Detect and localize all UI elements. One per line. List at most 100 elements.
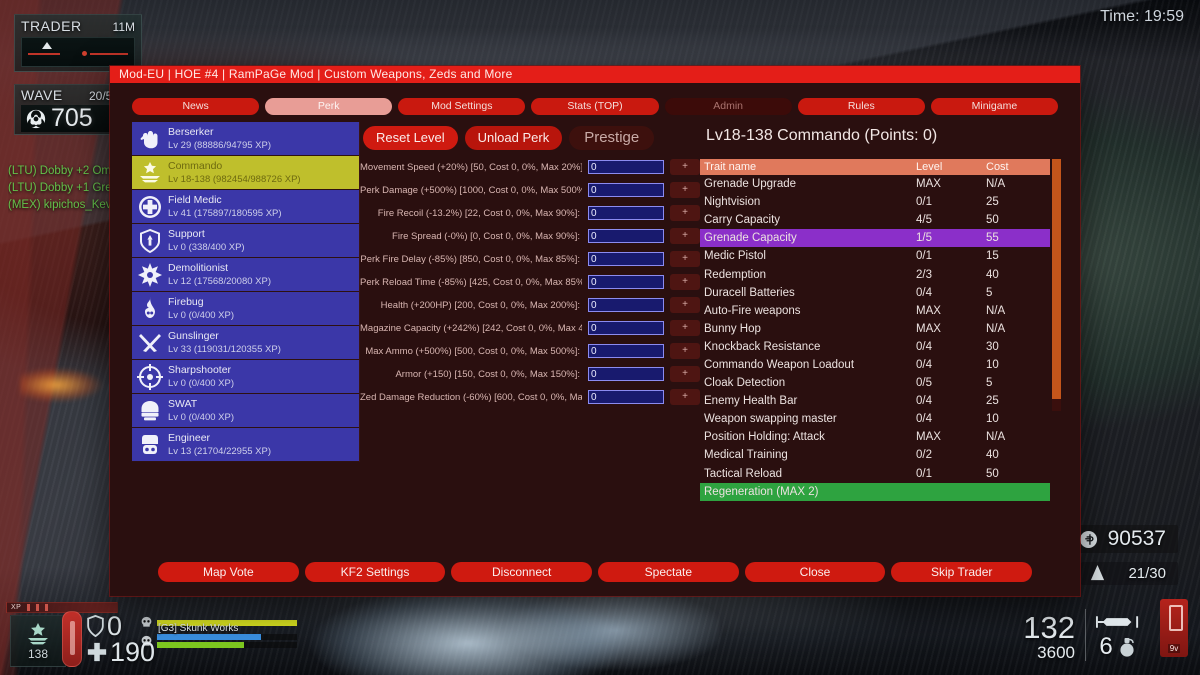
chevron-star-icon bbox=[140, 161, 160, 182]
table-row[interactable]: Auto-Fire weapons MAX N/A bbox=[700, 302, 1050, 320]
stat-input[interactable] bbox=[588, 183, 664, 197]
table-row[interactable]: Medic Pistol 0/1 15 bbox=[700, 247, 1050, 265]
stat-increment-button[interactable]: + bbox=[670, 228, 700, 244]
stat-input[interactable] bbox=[588, 229, 664, 243]
table-row[interactable]: Weapon swapping master 0/4 10 bbox=[700, 410, 1050, 428]
table-row-status[interactable]: Regeneration (MAX 2) bbox=[700, 482, 1050, 501]
perk-row-support[interactable]: Support Lv 0 (338/400 XP) bbox=[132, 224, 359, 258]
trait-name: Auto-Fire weapons bbox=[704, 304, 801, 317]
tab-perk[interactable]: Perk bbox=[265, 98, 393, 115]
stat-label: Armor (+150) [150, Cost 0, 0%, Max 150%]… bbox=[395, 368, 580, 380]
disconnect-button[interactable]: Disconnect bbox=[451, 562, 593, 582]
welder-icon bbox=[142, 434, 158, 454]
table-row[interactable]: Redemption 2/3 40 bbox=[700, 265, 1050, 283]
perk-name: Engineer bbox=[168, 431, 211, 444]
perk-row-gunslinger[interactable]: Gunslinger Lv 33 (119031/120355 XP) bbox=[132, 326, 359, 360]
stat-increment-button[interactable]: + bbox=[670, 182, 700, 198]
perk-list[interactable]: Berserker Lv 29 (88886/94795 XP) Command… bbox=[132, 122, 360, 462]
table-row[interactable]: Grenade Upgrade MAX N/A bbox=[700, 175, 1050, 193]
stat-input[interactable] bbox=[588, 321, 664, 335]
compass-arrow-icon bbox=[42, 42, 52, 49]
stat-increment-button[interactable]: + bbox=[670, 366, 700, 382]
perk-row-commando[interactable]: Commando Lv 18-138 (982454/988726 XP) bbox=[132, 156, 359, 190]
dialog-title: Mod-EU | HOE #4 | RamPaGe Mod | Custom W… bbox=[110, 66, 1080, 83]
tab-minigame[interactable]: Minigame bbox=[930, 98, 1058, 115]
prestige-button[interactable]: Prestige bbox=[569, 126, 655, 150]
crosshair-icon bbox=[137, 363, 163, 390]
perk-row-firebug[interactable]: Firebug Lv 0 (0/400 XP) bbox=[132, 292, 359, 326]
close-button[interactable]: Close bbox=[744, 562, 886, 582]
kf2-settings-button[interactable]: KF2 Settings bbox=[304, 562, 446, 582]
stat-input[interactable] bbox=[588, 390, 664, 404]
stat-input[interactable] bbox=[588, 160, 664, 174]
reset-level-button[interactable]: Reset Level bbox=[363, 126, 458, 150]
trait-scrollbar-thumb[interactable] bbox=[1052, 159, 1061, 399]
trait-cost: 50 bbox=[986, 214, 999, 227]
tab-news[interactable]: News bbox=[132, 98, 260, 115]
table-row[interactable]: Bunny Hop MAX N/A bbox=[700, 320, 1050, 338]
trait-cost: 40 bbox=[986, 268, 999, 281]
stat-input[interactable] bbox=[588, 367, 664, 381]
perk-row-engineer[interactable]: Engineer Lv 13 (21704/22955 XP) bbox=[132, 428, 359, 462]
stat-increment-button[interactable]: + bbox=[670, 251, 700, 267]
trait-scrollbar-track[interactable] bbox=[1052, 159, 1061, 411]
stat-row-perk-reload-time: Perk Reload Time (-85%) [425, Cost 0, 0%… bbox=[360, 274, 700, 290]
tab-mod-settings[interactable]: Mod Settings bbox=[398, 98, 526, 115]
perk-name: Firebug bbox=[168, 295, 204, 308]
table-row[interactable]: Duracell Batteries 0/4 5 bbox=[700, 284, 1050, 302]
stat-input[interactable] bbox=[588, 252, 664, 266]
stat-label: Max Ammo (+500%) [500, Cost 0, 0%, Max 5… bbox=[365, 345, 580, 357]
tab-stats[interactable]: Stats (TOP) bbox=[531, 98, 659, 115]
map-vote-button[interactable]: Map Vote bbox=[158, 562, 299, 582]
stat-input[interactable] bbox=[588, 344, 664, 358]
trait-cost: 5 bbox=[986, 377, 993, 390]
table-row[interactable]: Nightvision 0/1 25 bbox=[700, 193, 1050, 211]
flame-skull-icon bbox=[145, 296, 155, 318]
table-row[interactable]: Cloak Detection 0/5 5 bbox=[700, 374, 1050, 392]
stat-increment-button[interactable]: + bbox=[670, 159, 700, 175]
trait-cost: 55 bbox=[982, 229, 1050, 248]
trait-name: Enemy Health Bar bbox=[704, 395, 798, 408]
stat-increment-button[interactable]: + bbox=[670, 274, 700, 290]
perk-row-demolitionist[interactable]: Demolitionist Lv 12 (17568/20080 XP) bbox=[132, 258, 359, 292]
trait-cost: 50 bbox=[986, 467, 999, 480]
trait-level: 0/5 bbox=[916, 377, 932, 390]
perk-row-swat[interactable]: SWAT Lv 0 (0/400 XP) bbox=[132, 394, 359, 428]
secondary-ammo-widget: 21/30 bbox=[1081, 562, 1178, 585]
tab-admin[interactable]: Admin bbox=[664, 98, 792, 115]
stat-increment-button[interactable]: + bbox=[670, 389, 700, 405]
stat-increment-button[interactable]: + bbox=[670, 205, 700, 221]
unload-perk-button[interactable]: Unload Perk bbox=[464, 126, 563, 150]
table-row[interactable]: Position Holding: Attack MAX N/A bbox=[700, 428, 1050, 446]
stat-increment-button[interactable]: + bbox=[670, 297, 700, 313]
tab-rules[interactable]: Rules bbox=[797, 98, 925, 115]
fist-icon bbox=[140, 130, 158, 148]
dialog-body: Berserker Lv 29 (88886/94795 XP) Command… bbox=[110, 115, 1080, 562]
table-row[interactable]: Tactical Reload 0/1 50 bbox=[700, 465, 1050, 483]
stat-increment-button[interactable]: + bbox=[670, 320, 700, 336]
perk-name: Demolitionist bbox=[168, 261, 229, 274]
teammate-name: [G3] Skunk Works bbox=[158, 623, 239, 634]
trait-name: Knockback Resistance bbox=[704, 340, 821, 353]
table-row[interactable]: Enemy Health Bar 0/4 25 bbox=[700, 392, 1050, 410]
stat-input[interactable] bbox=[588, 298, 664, 312]
table-row[interactable]: Knockback Resistance 0/4 30 bbox=[700, 338, 1050, 356]
table-row[interactable]: Medical Training 0/2 40 bbox=[700, 446, 1050, 464]
skip-trader-button[interactable]: Skip Trader bbox=[891, 562, 1033, 582]
stat-increment-button[interactable]: + bbox=[670, 343, 700, 359]
trait-level: 0/1 bbox=[916, 196, 932, 209]
medic-cross-icon bbox=[139, 195, 161, 218]
table-row[interactable]: Carry Capacity 4/5 50 bbox=[700, 211, 1050, 229]
perk-row-berserker[interactable]: Berserker Lv 29 (88886/94795 XP) bbox=[132, 122, 359, 156]
table-row-selected[interactable]: Grenade Capacity 1/5 55 bbox=[700, 229, 1050, 248]
stat-input[interactable] bbox=[588, 206, 664, 220]
armor-value: 0 bbox=[107, 611, 123, 641]
trait-cost: 5 bbox=[986, 286, 993, 299]
perk-row-field-medic[interactable]: Field Medic Lv 41 (175897/180595 XP) bbox=[132, 190, 359, 224]
stat-input[interactable] bbox=[588, 275, 664, 289]
stat-label: Fire Spread (-0%) [0, Cost 0, 0%, Max 90… bbox=[392, 230, 580, 242]
table-row[interactable]: Commando Weapon Loadout 0/4 10 bbox=[700, 356, 1050, 374]
trait-name: Grenade Upgrade bbox=[704, 178, 797, 191]
spectate-button[interactable]: Spectate bbox=[598, 562, 739, 582]
perk-row-sharpshooter[interactable]: Sharpshooter Lv 0 (0/400 XP) bbox=[132, 360, 359, 394]
